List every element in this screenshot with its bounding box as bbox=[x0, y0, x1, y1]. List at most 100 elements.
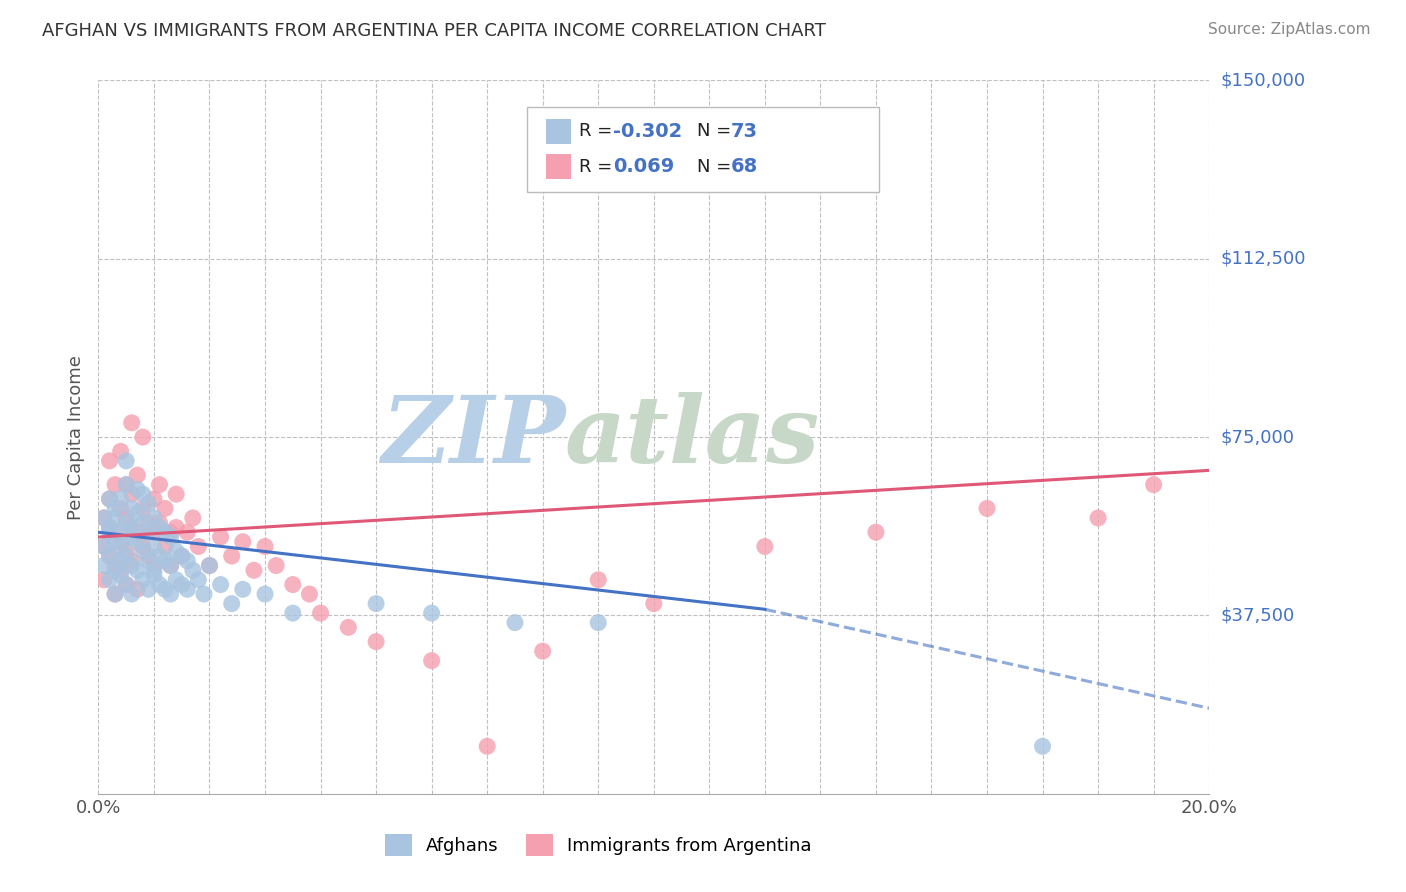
Text: 73: 73 bbox=[731, 121, 758, 141]
Point bbox=[93, 573, 115, 587]
Point bbox=[98, 520, 121, 534]
Point bbox=[976, 501, 998, 516]
Point bbox=[232, 582, 254, 597]
Point bbox=[115, 577, 138, 591]
Point bbox=[93, 540, 115, 554]
Point bbox=[110, 563, 132, 577]
Text: Source: ZipAtlas.com: Source: ZipAtlas.com bbox=[1208, 22, 1371, 37]
Point bbox=[115, 549, 138, 563]
Point bbox=[281, 577, 304, 591]
Point bbox=[165, 520, 187, 534]
Point bbox=[143, 563, 166, 577]
Point bbox=[253, 540, 276, 554]
Point bbox=[253, 587, 276, 601]
Point bbox=[110, 525, 132, 540]
Point bbox=[148, 549, 170, 563]
Point bbox=[148, 516, 170, 530]
Point bbox=[588, 615, 610, 630]
Point bbox=[104, 558, 127, 573]
Point bbox=[531, 644, 554, 658]
Point bbox=[132, 516, 155, 530]
Point bbox=[159, 558, 181, 573]
Point bbox=[243, 563, 266, 577]
Point bbox=[121, 554, 143, 568]
Point bbox=[198, 558, 221, 573]
Point bbox=[143, 558, 166, 573]
Point bbox=[503, 615, 526, 630]
Point bbox=[115, 516, 138, 530]
Point bbox=[115, 511, 138, 525]
Point bbox=[1032, 739, 1054, 754]
Point bbox=[198, 558, 221, 573]
Point bbox=[420, 654, 443, 668]
Text: 0.069: 0.069 bbox=[613, 157, 675, 177]
Point bbox=[93, 511, 115, 525]
Point bbox=[127, 525, 149, 540]
Point bbox=[110, 568, 132, 582]
Point bbox=[159, 525, 181, 540]
Point bbox=[309, 606, 332, 620]
Point bbox=[127, 563, 149, 577]
Point bbox=[143, 491, 166, 506]
Point bbox=[121, 487, 143, 501]
Text: $150,000: $150,000 bbox=[1220, 71, 1305, 89]
Point bbox=[148, 520, 170, 534]
Point bbox=[865, 525, 887, 540]
Point bbox=[138, 516, 160, 530]
Text: $112,500: $112,500 bbox=[1220, 250, 1306, 268]
Point bbox=[110, 444, 132, 458]
Point bbox=[337, 620, 360, 634]
Point bbox=[110, 501, 132, 516]
Point bbox=[1087, 511, 1109, 525]
Point bbox=[264, 558, 287, 573]
Point bbox=[187, 540, 209, 554]
Point bbox=[127, 582, 149, 597]
Point bbox=[193, 587, 215, 601]
Point bbox=[104, 525, 127, 540]
Point bbox=[366, 597, 388, 611]
Point bbox=[121, 530, 143, 544]
Point bbox=[138, 582, 160, 597]
Point bbox=[104, 587, 127, 601]
Point bbox=[148, 477, 170, 491]
Text: -0.302: -0.302 bbox=[613, 121, 682, 141]
Text: N =: N = bbox=[697, 122, 737, 140]
Point bbox=[165, 544, 187, 558]
Point bbox=[165, 573, 187, 587]
Point bbox=[98, 549, 121, 563]
Point bbox=[209, 577, 232, 591]
Point bbox=[98, 454, 121, 468]
Point bbox=[143, 568, 166, 582]
Point bbox=[221, 549, 243, 563]
Text: ZIP: ZIP bbox=[381, 392, 565, 482]
Point bbox=[176, 554, 198, 568]
Text: $75,000: $75,000 bbox=[1220, 428, 1295, 446]
Point bbox=[138, 497, 160, 511]
Point bbox=[110, 534, 132, 549]
Point bbox=[127, 483, 149, 497]
Point bbox=[165, 487, 187, 501]
Point bbox=[127, 506, 149, 520]
Point bbox=[121, 501, 143, 516]
Y-axis label: Per Capita Income: Per Capita Income bbox=[66, 355, 84, 519]
Point bbox=[181, 511, 204, 525]
Point bbox=[176, 582, 198, 597]
Point bbox=[281, 606, 304, 620]
Point bbox=[754, 540, 776, 554]
Text: $37,500: $37,500 bbox=[1220, 607, 1295, 624]
Point bbox=[104, 511, 127, 525]
Point bbox=[153, 554, 176, 568]
Point bbox=[588, 573, 610, 587]
Point bbox=[143, 540, 166, 554]
Text: R =: R = bbox=[579, 122, 619, 140]
Point bbox=[121, 587, 143, 601]
Point bbox=[93, 558, 115, 573]
Point bbox=[98, 491, 121, 506]
Point bbox=[115, 544, 138, 558]
Point bbox=[420, 606, 443, 620]
Point bbox=[170, 549, 193, 563]
Point bbox=[298, 587, 321, 601]
Point bbox=[181, 563, 204, 577]
Point bbox=[153, 501, 176, 516]
Text: R =: R = bbox=[579, 158, 619, 176]
